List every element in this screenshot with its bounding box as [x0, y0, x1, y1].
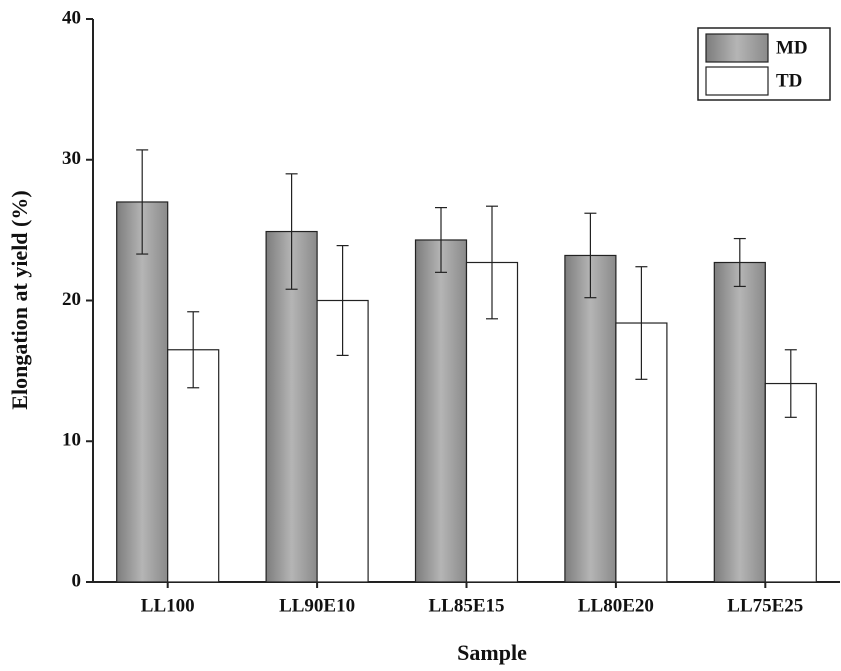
x-axis-title: Sample [457, 640, 527, 665]
y-tick-label: 10 [62, 430, 81, 451]
x-tick-label: LL90E10 [279, 595, 355, 616]
error-bar [584, 212, 597, 299]
legend-swatch [705, 66, 769, 96]
bar [713, 261, 766, 583]
x-tick-label: LL75E25 [727, 595, 803, 616]
x-tick-label: LL100 [141, 595, 195, 616]
legend-label: TD [776, 70, 802, 91]
error-bar [784, 349, 797, 418]
y-tick-label: 0 [72, 570, 82, 591]
legend-swatch [705, 33, 769, 63]
error-bar [733, 237, 746, 288]
error-bar [435, 207, 447, 273]
x-tick-label: LL85E15 [428, 595, 504, 616]
error-bar [635, 266, 648, 380]
error-bar [187, 311, 200, 389]
bar [116, 201, 169, 583]
error-bar [136, 149, 149, 255]
bar [564, 254, 617, 583]
x-tick-label: LL80E20 [578, 595, 654, 616]
y-tick-label: 30 [62, 148, 81, 169]
error-bar [336, 245, 349, 356]
legend-label: MD [776, 37, 808, 58]
error-bar [486, 205, 498, 320]
y-axis-title: Elongation at yield (%) [7, 190, 32, 409]
y-tick-label: 40 [62, 7, 81, 28]
error-bar [285, 173, 298, 290]
bar [414, 239, 468, 583]
y-tick-label: 20 [62, 289, 81, 310]
bar [167, 349, 220, 583]
